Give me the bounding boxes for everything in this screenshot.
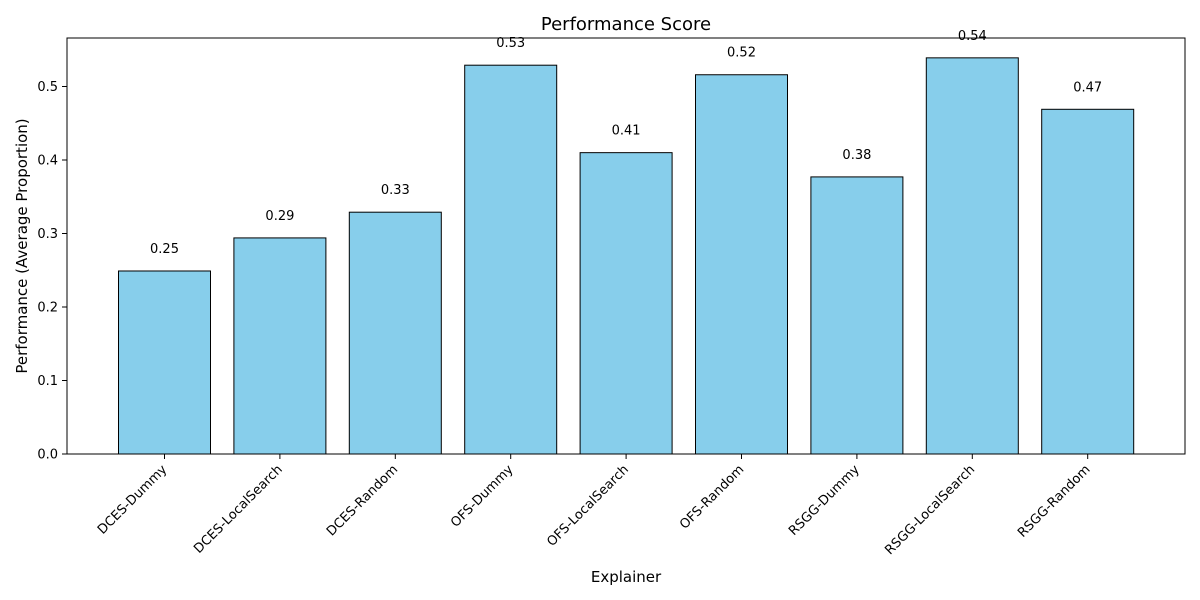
- y-tick-label: 0.0: [37, 448, 58, 463]
- x-tick-label-rsgg-dummy: RSGG-Dummy: [786, 462, 863, 539]
- data-label-ofs-random: 0.52: [727, 46, 756, 61]
- y-tick-label: 0.4: [37, 154, 58, 169]
- y-tick-label: 0.2: [37, 301, 58, 316]
- data-label-rsgg-random: 0.47: [1073, 80, 1102, 95]
- x-tick-label-dces-dummy: DCES-Dummy: [95, 462, 171, 538]
- chart-title: Performance Score: [541, 14, 711, 35]
- y-axis-title: Performance (Average Proportion): [13, 118, 31, 373]
- data-label-ofs-localsearch: 0.41: [612, 124, 641, 139]
- x-tick-label-dces-random: DCES-Random: [324, 462, 401, 539]
- data-label-dces-dummy: 0.25: [150, 242, 179, 257]
- bar-rsgg-localsearch: [925, 57, 1019, 455]
- y-tick-label: 0.1: [37, 374, 58, 389]
- bar-ofs-random: [695, 74, 788, 455]
- y-tick-label: 0.3: [37, 227, 58, 242]
- data-label-rsgg-dummy: 0.38: [842, 148, 871, 163]
- bar-ofs-localsearch: [579, 152, 673, 455]
- bars-group: [118, 57, 1135, 455]
- data-label-dces-random: 0.33: [381, 183, 410, 198]
- x-tick-label-ofs-random: OFS-Random: [677, 462, 747, 532]
- y-axis: 0.0 0.1 0.2 0.3 0.4 0.5: [37, 80, 67, 463]
- y-tick-label: 0.5: [37, 80, 58, 95]
- x-tick-label-ofs-localsearch: OFS-LocalSearch: [544, 462, 632, 550]
- bar-dces-localsearch: [233, 237, 327, 455]
- bar-ofs-dummy: [464, 64, 558, 455]
- x-tick-label-ofs-dummy: OFS-Dummy: [448, 462, 517, 531]
- x-tick-label-dces-localsearch: DCES-LocalSearch: [191, 462, 285, 556]
- bar-dces-random: [348, 211, 442, 455]
- data-label-ofs-dummy: 0.53: [496, 36, 525, 51]
- data-label-rsgg-localsearch: 0.54: [958, 29, 987, 44]
- data-label-dces-localsearch: 0.29: [265, 209, 294, 224]
- x-axis: DCES-Dummy DCES-LocalSearch DCES-Random OFS…: [95, 454, 1094, 558]
- bar-rsgg-dummy: [810, 176, 904, 455]
- data-labels-group: 0.25 0.29 0.33 0.53 0.41 0.52 0.38 0.54 0.47: [150, 29, 1102, 257]
- bar-rsgg-random: [1041, 108, 1135, 455]
- x-axis-title: Explainer: [591, 568, 662, 586]
- x-tick-label-rsgg-localsearch: RSGG-LocalSearch: [882, 462, 978, 558]
- bar-dces-dummy: [118, 270, 211, 455]
- x-tick-label-rsgg-random: RSGG-Random: [1015, 462, 1093, 540]
